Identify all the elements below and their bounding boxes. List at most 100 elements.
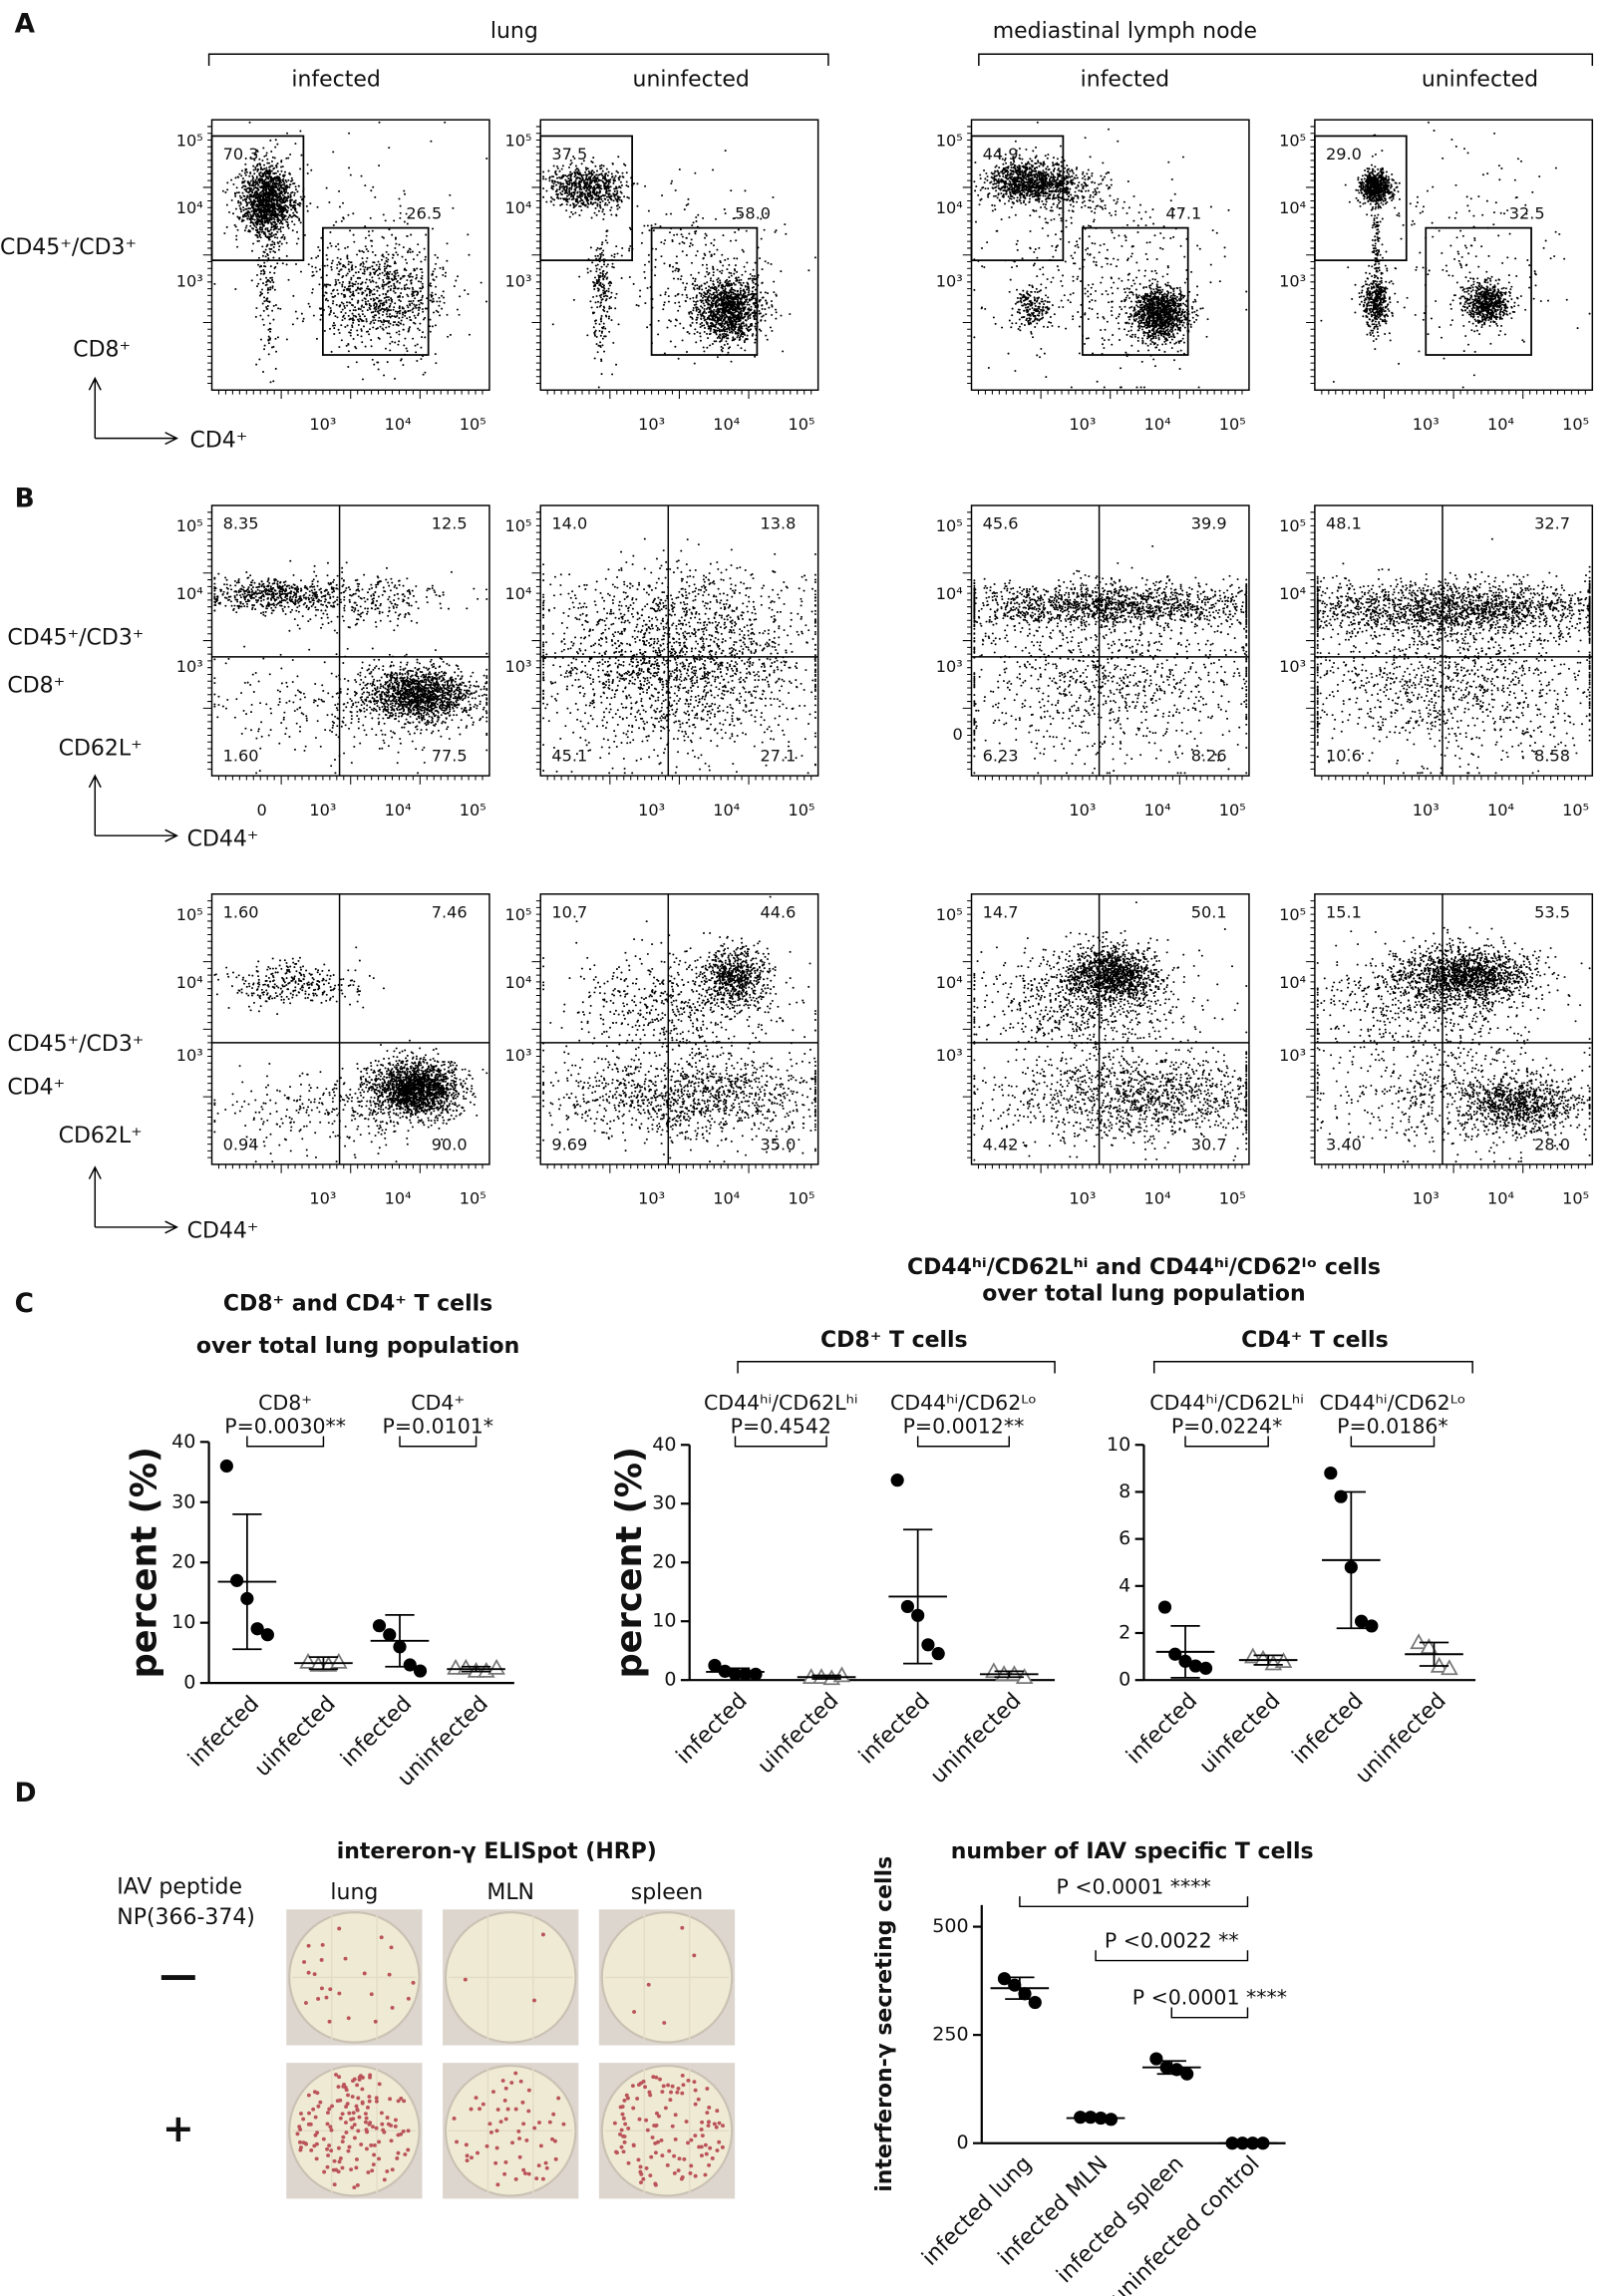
data-point [1169, 2063, 1184, 2077]
chart-title: CD8⁺ and CD4⁺ T cells [223, 1292, 492, 1317]
quadrant-value: 13.8 [761, 514, 797, 533]
x-tick-label: uinfected [754, 1689, 844, 1780]
y-tick-label: 10⁵ [1279, 905, 1306, 924]
population-label: CD45⁺/CD3⁺ [0, 235, 137, 260]
y-tick-label: 0 [956, 2132, 968, 2153]
x-tick-label: 10⁵ [1562, 1189, 1589, 1208]
data-point [900, 1599, 915, 1614]
quadrant-value: 14.0 [551, 514, 587, 533]
p-value: P=0.0224* [1171, 1415, 1283, 1439]
significance-bracket [1095, 1950, 1249, 1962]
data-point [1420, 1638, 1439, 1654]
panel-heading: over total lung population [982, 1281, 1305, 1306]
error-bar [1170, 1625, 1200, 1679]
axis-arrow [88, 774, 178, 842]
gate [970, 135, 1065, 262]
y-tick-label: 10 [652, 1610, 676, 1632]
spots [612, 2073, 726, 2187]
x-tick-label: 10³ [638, 801, 665, 820]
error-bar [720, 1667, 751, 1677]
error-bar [385, 1613, 415, 1668]
axis-ticks [202, 126, 483, 400]
quadrant-value: 3.40 [1326, 1135, 1362, 1153]
y-tick-label: 10⁴ [176, 584, 203, 603]
error-bar [1253, 1654, 1283, 1666]
gate-value: 37.5 [551, 145, 587, 164]
peptide-label: IAV peptide [117, 1874, 242, 1899]
y-tick-label: 10³ [1279, 271, 1306, 290]
y-tick-label: 10⁴ [1279, 973, 1306, 992]
subset-label: CD8⁺ [7, 674, 65, 699]
x-tick-label: 10⁵ [1562, 415, 1589, 434]
y-tick-label: 8 [1119, 1480, 1130, 1502]
dot-cloud [542, 150, 816, 389]
axis-ticks [1306, 126, 1586, 400]
axis-label: CD62L⁺ [59, 737, 143, 762]
quadrant-value: 27.1 [761, 747, 797, 766]
x-tick-label: 10³ [1069, 801, 1096, 820]
gate-value: 47.1 [1165, 204, 1201, 223]
x-tick-label: 10⁵ [460, 1189, 486, 1208]
comparison-label: CD44ʰⁱ/CD62ᴸᵒ [1319, 1391, 1465, 1415]
tissue-label: mediastinal lymph node [993, 19, 1257, 44]
quadrant-value: 15.1 [1326, 902, 1362, 921]
error-bar [1156, 2060, 1186, 2076]
x-tick-label: 10³ [638, 1189, 665, 1208]
error-bar [811, 1674, 841, 1680]
x-tick-label: 10⁴ [713, 801, 740, 820]
quadrant-value: 35.0 [761, 1135, 797, 1153]
quadrant-value: 8.26 [1191, 747, 1227, 766]
row-label: — [160, 1953, 197, 1997]
y-tick-label: 2 [1119, 1622, 1130, 1644]
significance-bracket [399, 1436, 478, 1448]
x-tick-label: 10⁴ [1487, 1189, 1514, 1208]
quadrant-value: 45.6 [983, 514, 1019, 533]
spots [463, 1932, 545, 2003]
axis-label: CD4⁺ [190, 429, 248, 454]
x-tick-label: infected [672, 1689, 753, 1770]
x-tick-label: 10⁴ [713, 415, 740, 434]
comparison-label: CD44ʰⁱ/CD62ᴸᵒ [890, 1391, 1037, 1415]
data-point [1365, 1619, 1379, 1633]
x-tick-label: 0 [257, 801, 267, 820]
data-point [1028, 1995, 1042, 2010]
x-tick-label: 10³ [309, 1189, 336, 1208]
x-tick-label: 10³ [1413, 801, 1440, 820]
dot-cloud [213, 559, 488, 775]
quadrant-value: 7.46 [432, 902, 468, 921]
data-point [997, 1972, 1012, 1986]
data-point [1324, 1466, 1338, 1480]
significance-bracket [734, 1436, 827, 1448]
axis-ticks [202, 900, 483, 1173]
data-point [403, 1658, 417, 1672]
quadrant-value: 48.1 [1326, 514, 1362, 533]
data-point [299, 1652, 317, 1669]
axis-ticks [531, 126, 812, 400]
x-tick-label: infected spleen [1052, 2151, 1188, 2288]
x-tick-label: uinfected [1195, 1689, 1286, 1780]
quadrant-value: 44.6 [761, 902, 797, 921]
quadrant-value: 10.7 [551, 902, 587, 921]
y-tick-label: 10³ [936, 271, 963, 290]
x-tick-label: 10⁴ [713, 1189, 740, 1208]
y-tick-label: 10⁴ [504, 584, 531, 603]
column-label: lung [330, 1880, 378, 1905]
panel-label: C [15, 1289, 34, 1319]
y-tick-label: 20 [171, 1551, 195, 1573]
y-axis-label: interferon-γ secreting cells [872, 1856, 897, 2192]
y-tick-label: 10⁴ [1279, 584, 1306, 603]
p-value: P=0.0101* [383, 1415, 494, 1439]
spots [452, 2071, 566, 2187]
x-tick-label: 10⁵ [1219, 415, 1246, 434]
quadrant-value: 77.5 [432, 747, 468, 766]
dot-cloud [542, 537, 816, 775]
panel-label: A [15, 9, 36, 39]
y-tick-label: 10³ [176, 657, 203, 676]
y-tick-label: 10³ [504, 1046, 531, 1065]
x-tick-label: 10³ [1069, 1189, 1096, 1208]
data-point [250, 1622, 264, 1636]
gate-value: 32.5 [1509, 204, 1545, 223]
significance-bracket [1170, 2007, 1249, 2019]
data-point [487, 1658, 505, 1675]
dot-cloud [213, 121, 488, 384]
